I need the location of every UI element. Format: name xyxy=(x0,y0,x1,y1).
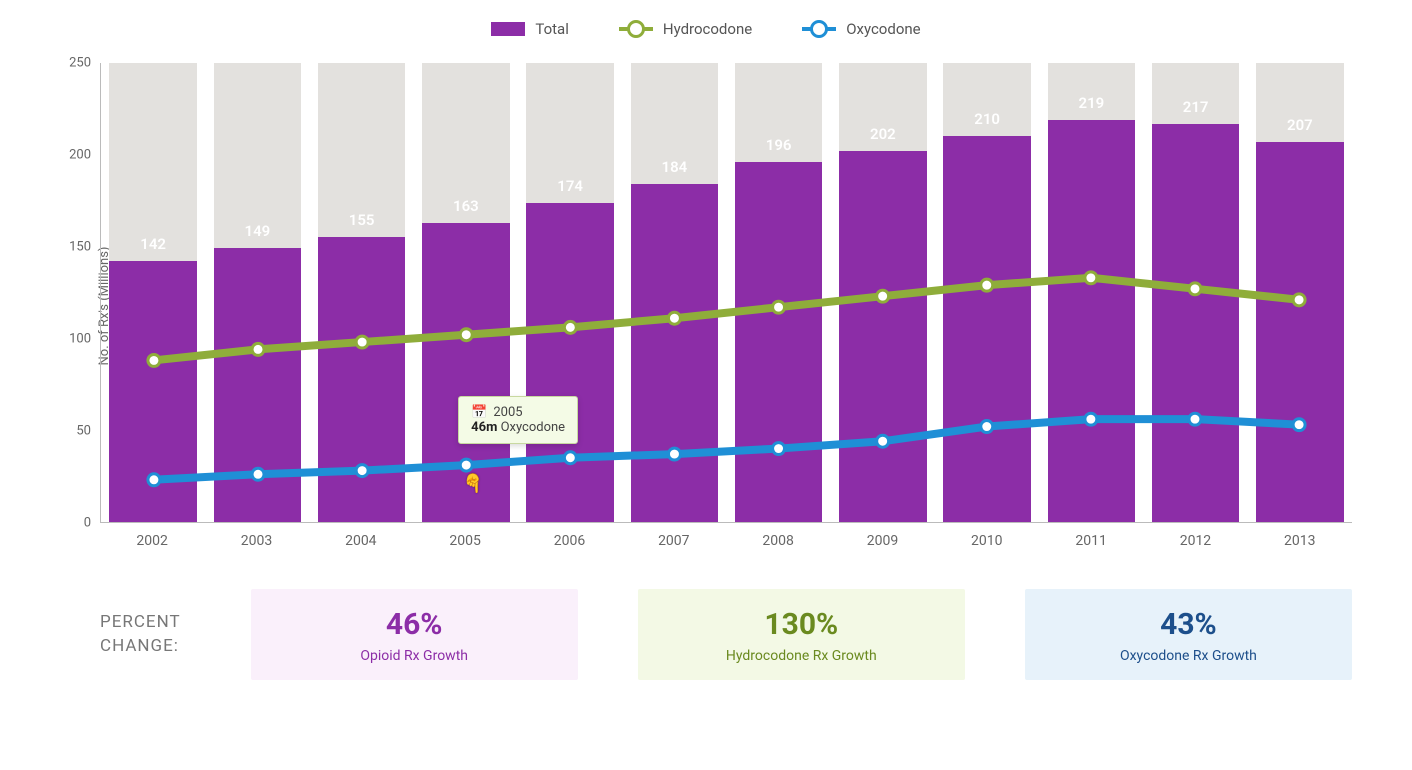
x-tick-label: 2004 xyxy=(309,533,413,549)
percent-change-card: 130% Hydrocodone Rx Growth xyxy=(638,589,965,680)
bar-slot: 217 xyxy=(1144,63,1248,522)
tooltip-series: Oxycodone xyxy=(501,420,566,435)
bar-value-label: 142 xyxy=(101,235,205,253)
bar-value-label: 184 xyxy=(622,158,726,176)
percent-change-card: 43% Oxycodone Rx Growth xyxy=(1025,589,1352,680)
x-tick-label: 2011 xyxy=(1039,533,1143,549)
cursor-icon: ☝ xyxy=(462,472,484,493)
legend-label: Total xyxy=(535,20,569,38)
x-tick-label: 2005 xyxy=(413,533,517,549)
bar-value-label: 149 xyxy=(205,222,309,240)
percent-change-sublabel: Hydrocodone Rx Growth xyxy=(648,648,955,664)
percent-change-card: 46% Opioid Rx Growth xyxy=(251,589,578,680)
bar[interactable] xyxy=(735,162,823,522)
bar[interactable] xyxy=(526,203,614,522)
pct-label-line2: CHANGE: xyxy=(100,635,181,659)
y-tick-label: 250 xyxy=(69,56,91,71)
percent-change-label: PERCENT CHANGE: xyxy=(100,589,191,680)
bar[interactable] xyxy=(1048,120,1136,522)
bar-value-label: 196 xyxy=(727,136,831,154)
bar-slot: 184 xyxy=(622,63,726,522)
percent-change-value: 46% xyxy=(261,607,568,642)
bar[interactable] xyxy=(1152,124,1240,522)
percent-change-row: PERCENT CHANGE: 46% Opioid Rx Growth 130% H… xyxy=(100,589,1352,680)
bar-slot: 142 xyxy=(101,63,205,522)
y-tick-label: 150 xyxy=(69,240,91,255)
bar-slot: 163 xyxy=(414,63,518,522)
bar[interactable] xyxy=(214,248,302,522)
calendar-icon: 📅 xyxy=(471,405,487,420)
tooltip-value: 46m xyxy=(471,420,497,435)
legend-swatch-line xyxy=(802,27,836,31)
x-tick-label: 2003 xyxy=(204,533,308,549)
x-axis: 2002200320042005200620072008200920102011… xyxy=(100,533,1352,549)
chart-container: Total Hydrocodone Oxycodone No. of Rx's (M… xyxy=(0,0,1412,770)
bar-slot: 202 xyxy=(831,63,935,522)
legend-label: Oxycodone xyxy=(846,20,920,38)
legend-swatch-bar xyxy=(491,22,525,36)
plot-area[interactable]: 0501001502002501421491551631741841962022… xyxy=(100,63,1352,523)
bar-slot: 174 xyxy=(518,63,622,522)
legend-label: Hydrocodone xyxy=(663,20,752,38)
y-tick-label: 50 xyxy=(76,424,91,439)
legend-swatch-line xyxy=(619,27,653,31)
bar-value-label: 217 xyxy=(1144,98,1248,116)
legend-item[interactable]: Hydrocodone xyxy=(619,20,752,38)
bar-value-label: 202 xyxy=(831,125,935,143)
y-tick-label: 100 xyxy=(69,332,91,347)
bar[interactable] xyxy=(839,151,927,522)
percent-change-sublabel: Opioid Rx Growth xyxy=(261,648,568,664)
bar[interactable] xyxy=(318,237,406,522)
legend-item[interactable]: Total xyxy=(491,20,569,38)
y-tick-label: 0 xyxy=(84,516,91,531)
x-tick-label: 2009 xyxy=(830,533,934,549)
bar-value-label: 219 xyxy=(1039,94,1143,112)
bar-slot: 155 xyxy=(310,63,414,522)
x-tick-label: 2012 xyxy=(1143,533,1247,549)
x-tick-label: 2013 xyxy=(1248,533,1352,549)
bar-value-label: 155 xyxy=(310,211,414,229)
chart: No. of Rx's (Millions) 05010015020025014… xyxy=(100,63,1352,549)
pct-label-line1: PERCENT xyxy=(100,611,181,635)
legend: Total Hydrocodone Oxycodone xyxy=(40,20,1372,38)
bar-value-label: 174 xyxy=(518,177,622,195)
bar[interactable] xyxy=(943,136,1031,522)
bar[interactable] xyxy=(109,261,197,522)
bar-slot: 149 xyxy=(205,63,309,522)
bar-slot: 196 xyxy=(727,63,831,522)
x-tick-label: 2002 xyxy=(100,533,204,549)
bar-slot: 219 xyxy=(1039,63,1143,522)
tooltip: 📅 200546m Oxycodone xyxy=(458,396,578,444)
bar-value-label: 207 xyxy=(1248,116,1352,134)
x-tick-label: 2008 xyxy=(726,533,830,549)
bar[interactable] xyxy=(631,184,719,522)
y-tick-label: 200 xyxy=(69,148,91,163)
bars: 142149155163174184196202210219217207 xyxy=(101,63,1352,522)
bar[interactable] xyxy=(1256,142,1344,522)
x-tick-label: 2007 xyxy=(622,533,726,549)
bar-value-label: 163 xyxy=(414,197,518,215)
bar-slot: 207 xyxy=(1248,63,1352,522)
percent-change-sublabel: Oxycodone Rx Growth xyxy=(1035,648,1342,664)
percent-change-value: 130% xyxy=(648,607,955,642)
percent-change-value: 43% xyxy=(1035,607,1342,642)
legend-item[interactable]: Oxycodone xyxy=(802,20,920,38)
x-tick-label: 2010 xyxy=(935,533,1039,549)
tooltip-year: 2005 xyxy=(493,405,522,420)
bar-value-label: 210 xyxy=(935,110,1039,128)
bar-slot: 210 xyxy=(935,63,1039,522)
percent-change-cards: 46% Opioid Rx Growth 130% Hydrocodone Rx Gr… xyxy=(251,589,1352,680)
x-tick-label: 2006 xyxy=(517,533,621,549)
